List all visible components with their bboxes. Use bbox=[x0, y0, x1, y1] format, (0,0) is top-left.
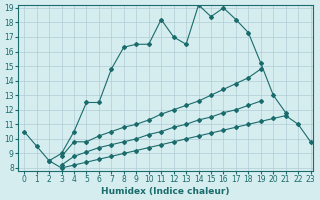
X-axis label: Humidex (Indice chaleur): Humidex (Indice chaleur) bbox=[101, 187, 230, 196]
